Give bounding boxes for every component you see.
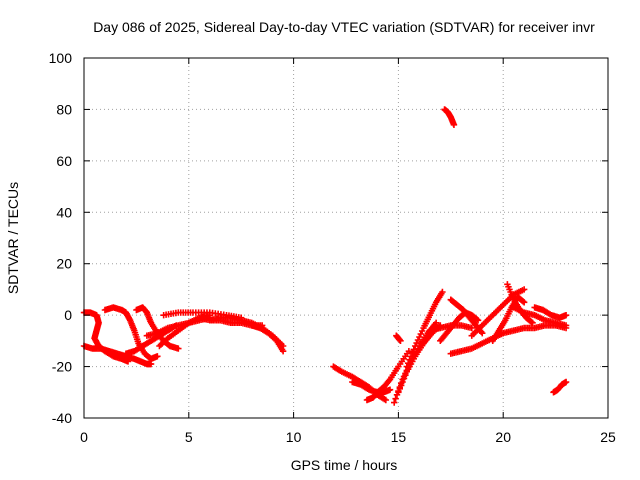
x-tick-label: 20 [495,429,511,445]
data-point [407,353,415,360]
data-point [403,363,410,370]
data-point [439,288,446,296]
data-point [468,324,475,332]
series-arc-17 [403,288,446,370]
data-point [432,319,440,327]
y-tick-label: 20 [56,256,72,272]
y-tick-label: 0 [64,307,72,323]
data-point [400,375,408,382]
data-point [399,378,406,386]
series-arc-30 [441,106,458,129]
data-points [80,106,570,406]
data-point [382,396,390,404]
data-point [385,377,393,384]
data-point [402,371,409,379]
data-point [175,345,182,352]
data-point [520,299,528,306]
series-arc-14 [363,347,413,404]
data-point [529,319,536,327]
data-point [450,121,458,129]
y-tick-label: -20 [52,359,72,375]
x-tick-label: 25 [600,429,616,445]
x-tick-label: 10 [286,429,302,445]
data-point [386,386,394,393]
y-tick-label: 80 [56,101,72,117]
series-arc-29 [550,378,570,396]
data-point [520,286,528,293]
data-point [473,316,481,323]
series-arc-28 [531,304,570,321]
y-tick-label: 100 [49,50,73,66]
x-tick-label: 15 [391,429,407,445]
data-point [397,337,404,345]
data-point [409,349,416,357]
series-arc-03 [101,304,161,363]
series-arc-04 [133,304,182,352]
data-point [391,399,398,406]
y-tick-label: 40 [56,204,72,220]
axis-ticks: 0 5 10 15 20 25 -40 -20 0 20 40 60 80 100 [49,50,616,445]
data-point [562,378,570,386]
data-point [519,298,527,305]
x-tick-label: 0 [80,429,88,445]
data-point [396,385,403,393]
series-arc-11 [248,322,287,355]
data-point [405,347,413,355]
y-axis-label: SDTVAR / TECUs [5,182,21,294]
series-arc-21 [447,296,486,337]
data-point [395,389,402,396]
data-point [392,395,399,402]
series-arc-18 [393,332,404,345]
chart-title: Day 086 of 2025, Sidereal Day-to-day VTE… [93,19,595,35]
x-tick-label: 5 [185,429,193,445]
data-point [562,311,570,319]
data-point [154,353,161,360]
data-point [404,359,412,367]
data-point [474,317,482,324]
series-arc-02 [80,342,155,368]
data-point [279,347,287,355]
data-point [528,318,535,326]
data-point [410,346,417,353]
x-axis-label: GPS time / hours [291,457,398,473]
data-point [406,356,413,363]
y-tick-label: 60 [56,153,72,169]
plot-frame [83,57,609,419]
series-arc-27 [504,281,536,327]
data-point [397,382,405,389]
data-point [479,329,486,337]
y-tick-label: -40 [52,410,72,426]
data-point [562,322,570,329]
grid-lines [84,58,608,418]
